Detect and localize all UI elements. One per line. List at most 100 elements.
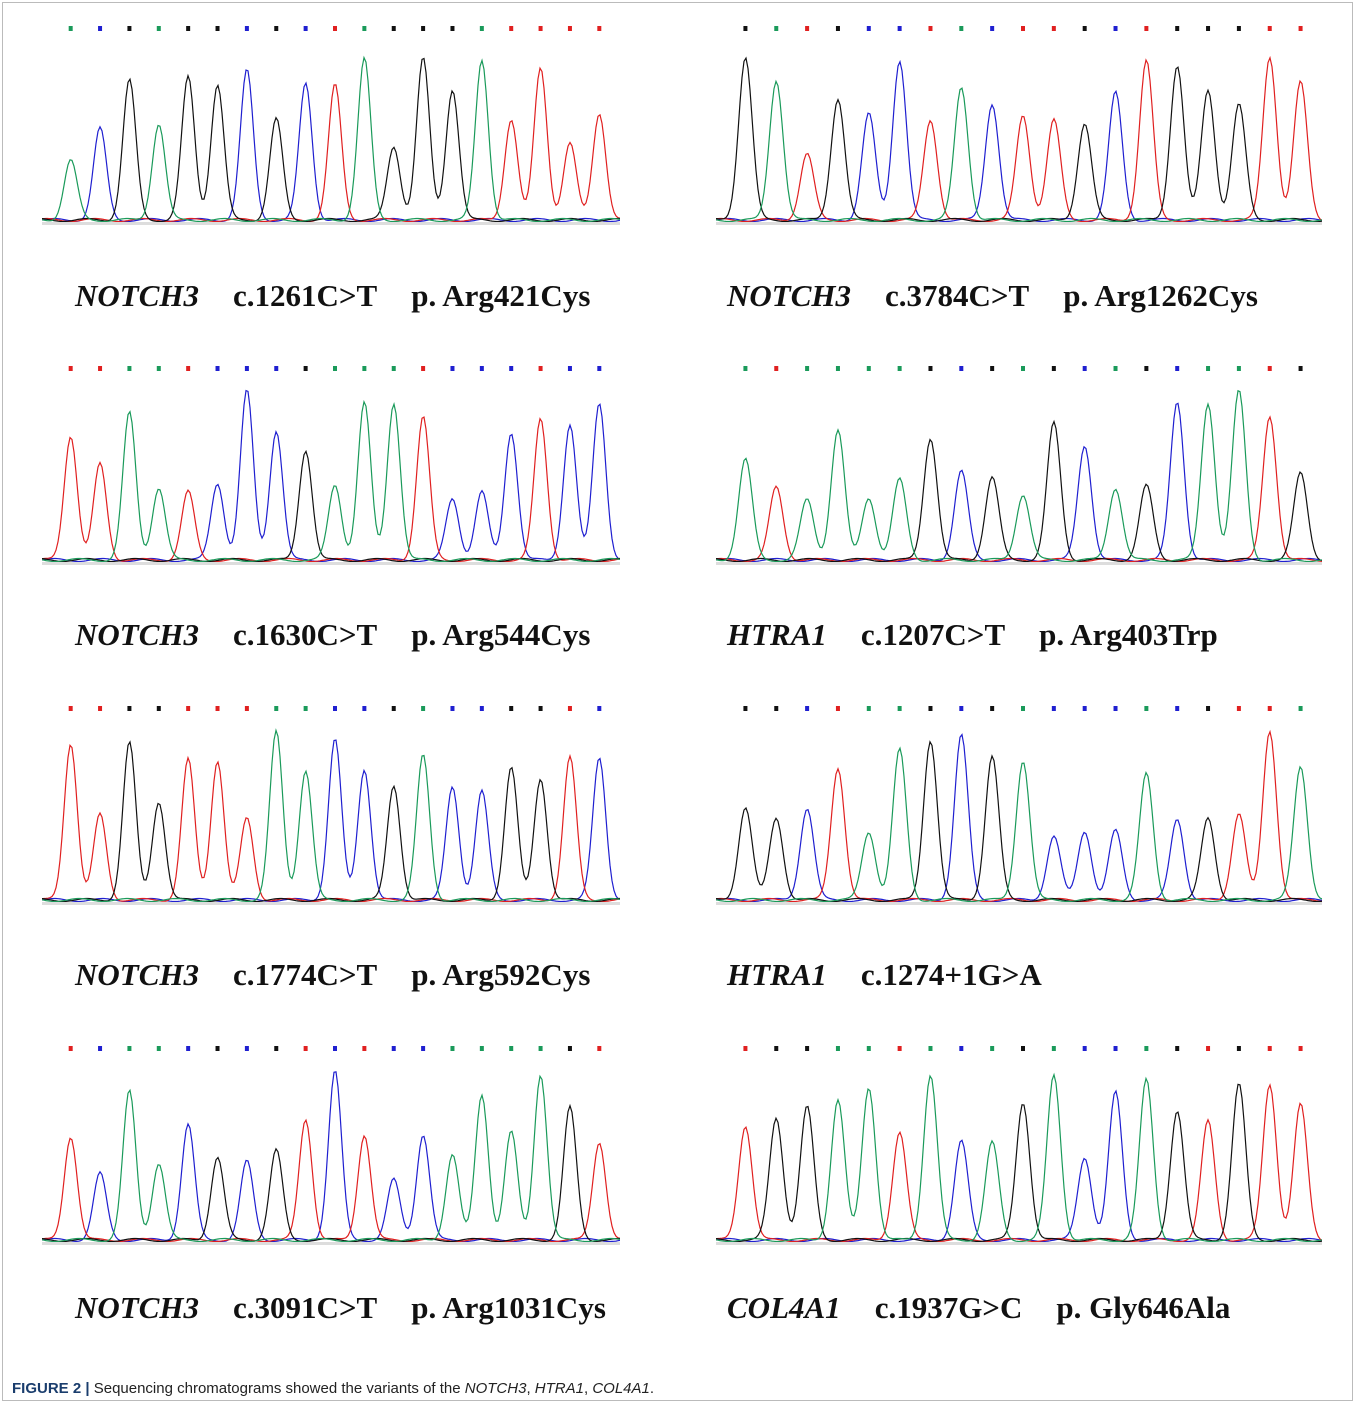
chromatogram [42,20,620,230]
base-call-mark [1083,366,1087,371]
base-call-mark [98,706,102,711]
base-call-mark [245,706,249,711]
base-call-mark [274,26,278,31]
chromatogram [716,360,1322,570]
base-call-mark [928,1046,932,1051]
base-call-mark [245,26,249,31]
base-call-mark [392,366,396,371]
base-call-mark [98,366,102,371]
base-call-mark [216,706,220,711]
base-call-mark [1206,706,1210,711]
trace [716,417,1322,562]
base-call-mark [362,1046,366,1051]
variant-cdna: c.3091C>T [233,1290,377,1325]
variant-cdna: c.1261C>T [233,278,377,313]
base-call-mark [1114,1046,1118,1051]
base-call-mark [127,1046,131,1051]
base-call-mark [1237,706,1241,711]
base-call-mark [245,366,249,371]
base-call-mark [1268,706,1272,711]
base-call-mark [836,1046,840,1051]
variant-gene: NOTCH3 [75,957,199,992]
base-call-mark [539,706,543,711]
base-call-mark [186,706,190,711]
base-call-mark [805,366,809,371]
base-call-mark [990,366,994,371]
variant-protein: p. Arg421Cys [411,278,590,313]
base-call-mark [1299,706,1303,711]
trace [716,391,1322,562]
variant-gene: COL4A1 [727,1290,841,1325]
base-call-mark [127,26,131,31]
base-call-mark [1144,706,1148,711]
base-call-mark [274,366,278,371]
base-call-mark [245,1046,249,1051]
chromatogram [42,1040,620,1250]
page: NOTCH3c.1261C>Tp. Arg421CysNOTCH3c.3784C… [0,0,1357,1405]
base-call-mark [509,26,513,31]
variant-label: HTRA1 c.1274+1G>A [727,957,1076,993]
baseline-bar [716,562,1322,565]
baseline-bar [42,902,620,905]
base-call-mark [157,1046,161,1051]
base-call-mark [1299,366,1303,371]
base-call-mark [867,26,871,31]
caption-text: . [650,1380,654,1397]
base-call-mark [333,1046,337,1051]
trace [716,1084,1322,1241]
base-call-mark [1021,1046,1025,1051]
base-call-mark [805,26,809,31]
trace [716,403,1322,561]
base-call-mark [928,26,932,31]
base-call-mark [1083,1046,1087,1051]
base-call-mark [1268,26,1272,31]
chromatogram [716,1040,1322,1250]
base-call-mark [959,26,963,31]
base-call-mark [186,366,190,371]
base-call-mark [568,26,572,31]
caption-text: , [526,1380,534,1397]
baseline-bar [42,562,620,565]
baseline-bar [716,1242,1322,1245]
base-call-mark [1114,706,1118,711]
base-call-mark [898,26,902,31]
base-call-mark [597,366,601,371]
base-call-mark [568,366,572,371]
base-call-mark [1299,1046,1303,1051]
base-call-mark [392,706,396,711]
base-call-mark [743,1046,747,1051]
base-call-mark [216,366,220,371]
base-call-mark [98,26,102,31]
base-call-mark [928,706,932,711]
base-call-mark [392,26,396,31]
base-call-mark [539,1046,543,1051]
variant-label: NOTCH3c.1630C>Tp. Arg544Cys [75,617,624,653]
chromatogram [42,360,620,570]
base-call-mark [274,706,278,711]
trace [716,58,1322,222]
base-call-mark [568,706,572,711]
caption-text: HTRA1 [535,1380,584,1397]
base-call-mark [1206,26,1210,31]
base-call-mark [836,366,840,371]
base-call-mark [959,1046,963,1051]
base-call-mark [69,366,73,371]
base-call-mark [898,366,902,371]
trace [716,58,1322,221]
base-call-mark [1206,1046,1210,1051]
base-call-mark [480,26,484,31]
base-call-mark [898,706,902,711]
base-call-mark [362,366,366,371]
variant-cdna: c.1207C>T [861,617,1005,652]
baseline-bar [42,222,620,225]
base-call-mark [1083,26,1087,31]
variant-cdna: c.1274+1G>A [861,957,1042,992]
base-call-mark [743,706,747,711]
variant-gene: HTRA1 [727,957,827,992]
base-call-mark [333,26,337,31]
baseline-bar [716,222,1322,225]
base-call-mark [774,366,778,371]
base-call-mark [867,706,871,711]
base-call-mark [1021,366,1025,371]
